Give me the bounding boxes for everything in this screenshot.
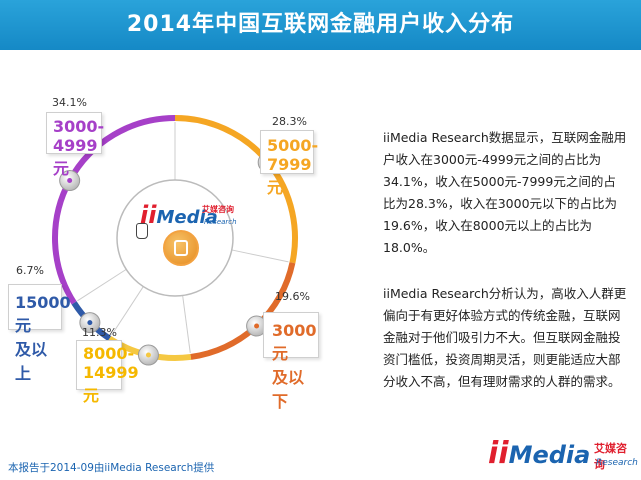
- logo-ii: ii: [140, 201, 157, 229]
- callout-box-8000-14999: 8000- 14999 元: [76, 340, 139, 405]
- spoke-3: [111, 286, 144, 336]
- title-bar: 2014年中国互联网金融用户收入分布: [0, 0, 641, 50]
- spoke-4: [77, 268, 127, 302]
- slice-marker-dot-2: [145, 352, 151, 358]
- range-label: 15000元 及以上: [15, 293, 71, 383]
- page-title: 2014年中国互联网金融用户收入分布: [126, 12, 515, 37]
- pct-label: 19.6%: [275, 290, 310, 303]
- callout-box-15000-above: 15000元 及以上: [8, 284, 71, 383]
- analysis-paragraph-2: iiMedia Research分析认为，高收入人群更偏向于有更好体验方式的传统…: [383, 286, 627, 389]
- range-label: 8000- 14999 元: [83, 344, 139, 405]
- spoke-2: [182, 295, 191, 354]
- slice-marker-dot-1: [254, 323, 260, 329]
- coin-icon: [163, 230, 199, 266]
- logo-sub: Research: [596, 458, 638, 468]
- logo-cn: 艾媒咨询: [202, 205, 234, 214]
- pie-chart: iiMedia 艾媒咨询 Research: [0, 60, 370, 460]
- callout-box-3000-4999: 3000- 4999元: [46, 112, 104, 178]
- callout-3000-below: 19.6%: [275, 290, 310, 304]
- callout-15000-above: 6.7%: [16, 264, 44, 278]
- brand-logo: iiMedia 艾媒咨询 Research: [488, 436, 638, 474]
- pct-label: 11.3%: [82, 326, 117, 339]
- spoke-1: [231, 249, 289, 263]
- logo-cn: 艾媒咨询: [594, 442, 627, 471]
- slice-marker-dot-3: [87, 320, 93, 326]
- logo-sub: Research: [204, 218, 237, 226]
- source-footer: 本报告于2014-09由iiMedia Research提供: [8, 462, 215, 474]
- center-logo: iiMedia 艾媒咨询 Research: [140, 201, 240, 241]
- callout-8000-14999: 11.3%: [82, 326, 117, 340]
- slice-marker-dot-4: [67, 178, 73, 184]
- pct-label: 28.3%: [272, 115, 307, 128]
- callout-box-5000-7999: 5000- 7999元: [260, 130, 318, 197]
- logo-media: Media: [508, 441, 591, 469]
- logo-ii: ii: [488, 436, 509, 471]
- callout-box-3000-below: 3000元 及以下: [263, 312, 319, 411]
- callout-5000-7999: 28.3%: [272, 115, 307, 129]
- pct-label: 34.1%: [52, 96, 87, 109]
- callout-3000-4999: 34.1%: [52, 96, 87, 110]
- analysis-paragraph-1: iiMedia Research数据显示，互联网金融用户收入在3000元-499…: [383, 130, 627, 255]
- range-label: 3000- 4999元: [53, 117, 105, 178]
- range-label: 3000元 及以下: [272, 321, 317, 411]
- pct-label: 6.7%: [16, 264, 44, 277]
- hand-cursor-icon: [136, 223, 148, 239]
- range-label: 5000- 7999元: [267, 136, 319, 197]
- logo-media: Media: [156, 207, 218, 228]
